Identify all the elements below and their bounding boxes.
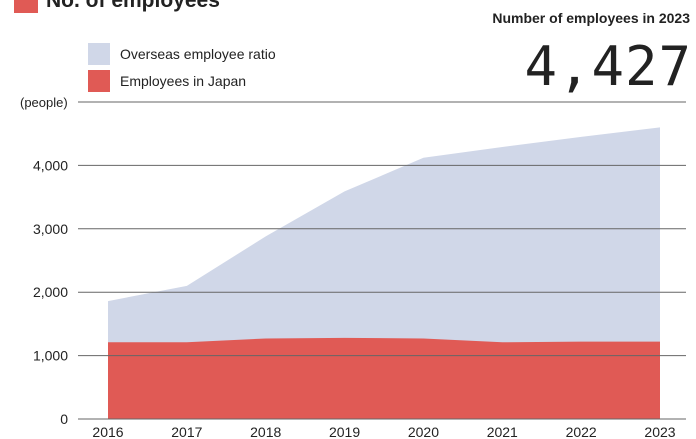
- legend-swatch-overseas: [88, 43, 110, 65]
- y-tick-label: 1,000: [33, 348, 68, 364]
- area-japan: [108, 337, 660, 419]
- x-tick-label-2016: 2016: [92, 424, 123, 439]
- legend: Overseas employee ratio Employees in Jap…: [88, 43, 276, 97]
- title-marker: [14, 0, 38, 13]
- y-tick-label: 2,000: [33, 284, 68, 300]
- y-tick-label: 4,000: [33, 157, 68, 173]
- y-tick-label: 0: [60, 411, 68, 427]
- legend-label-japan: Employees in Japan: [120, 73, 247, 89]
- legend-item-japan: Employees in Japan: [88, 70, 276, 92]
- x-tick-label-2020: 2020: [408, 424, 439, 439]
- y-tick-label: 3,000: [33, 221, 68, 237]
- x-tick-label-2018: 2018: [250, 424, 281, 439]
- x-tick-label-2017: 2017: [171, 424, 202, 439]
- x-tick-label-2022: 2022: [566, 424, 597, 439]
- headline-label: Number of employees in 2023: [492, 10, 690, 26]
- y-axis-unit-label: (people): [20, 95, 68, 110]
- chart-title: No. of employees: [14, 0, 220, 13]
- x-tick-label-2021: 2021: [487, 424, 518, 439]
- legend-label-overseas: Overseas employee ratio: [120, 46, 276, 62]
- legend-item-overseas: Overseas employee ratio: [88, 43, 276, 65]
- x-tick-label-2019: 2019: [329, 424, 360, 439]
- chart-title-text: No. of employees: [46, 0, 220, 12]
- x-tick-label-2023: 2023: [644, 424, 675, 439]
- legend-swatch-japan: [88, 70, 110, 92]
- headline-value: 4,427: [524, 35, 692, 98]
